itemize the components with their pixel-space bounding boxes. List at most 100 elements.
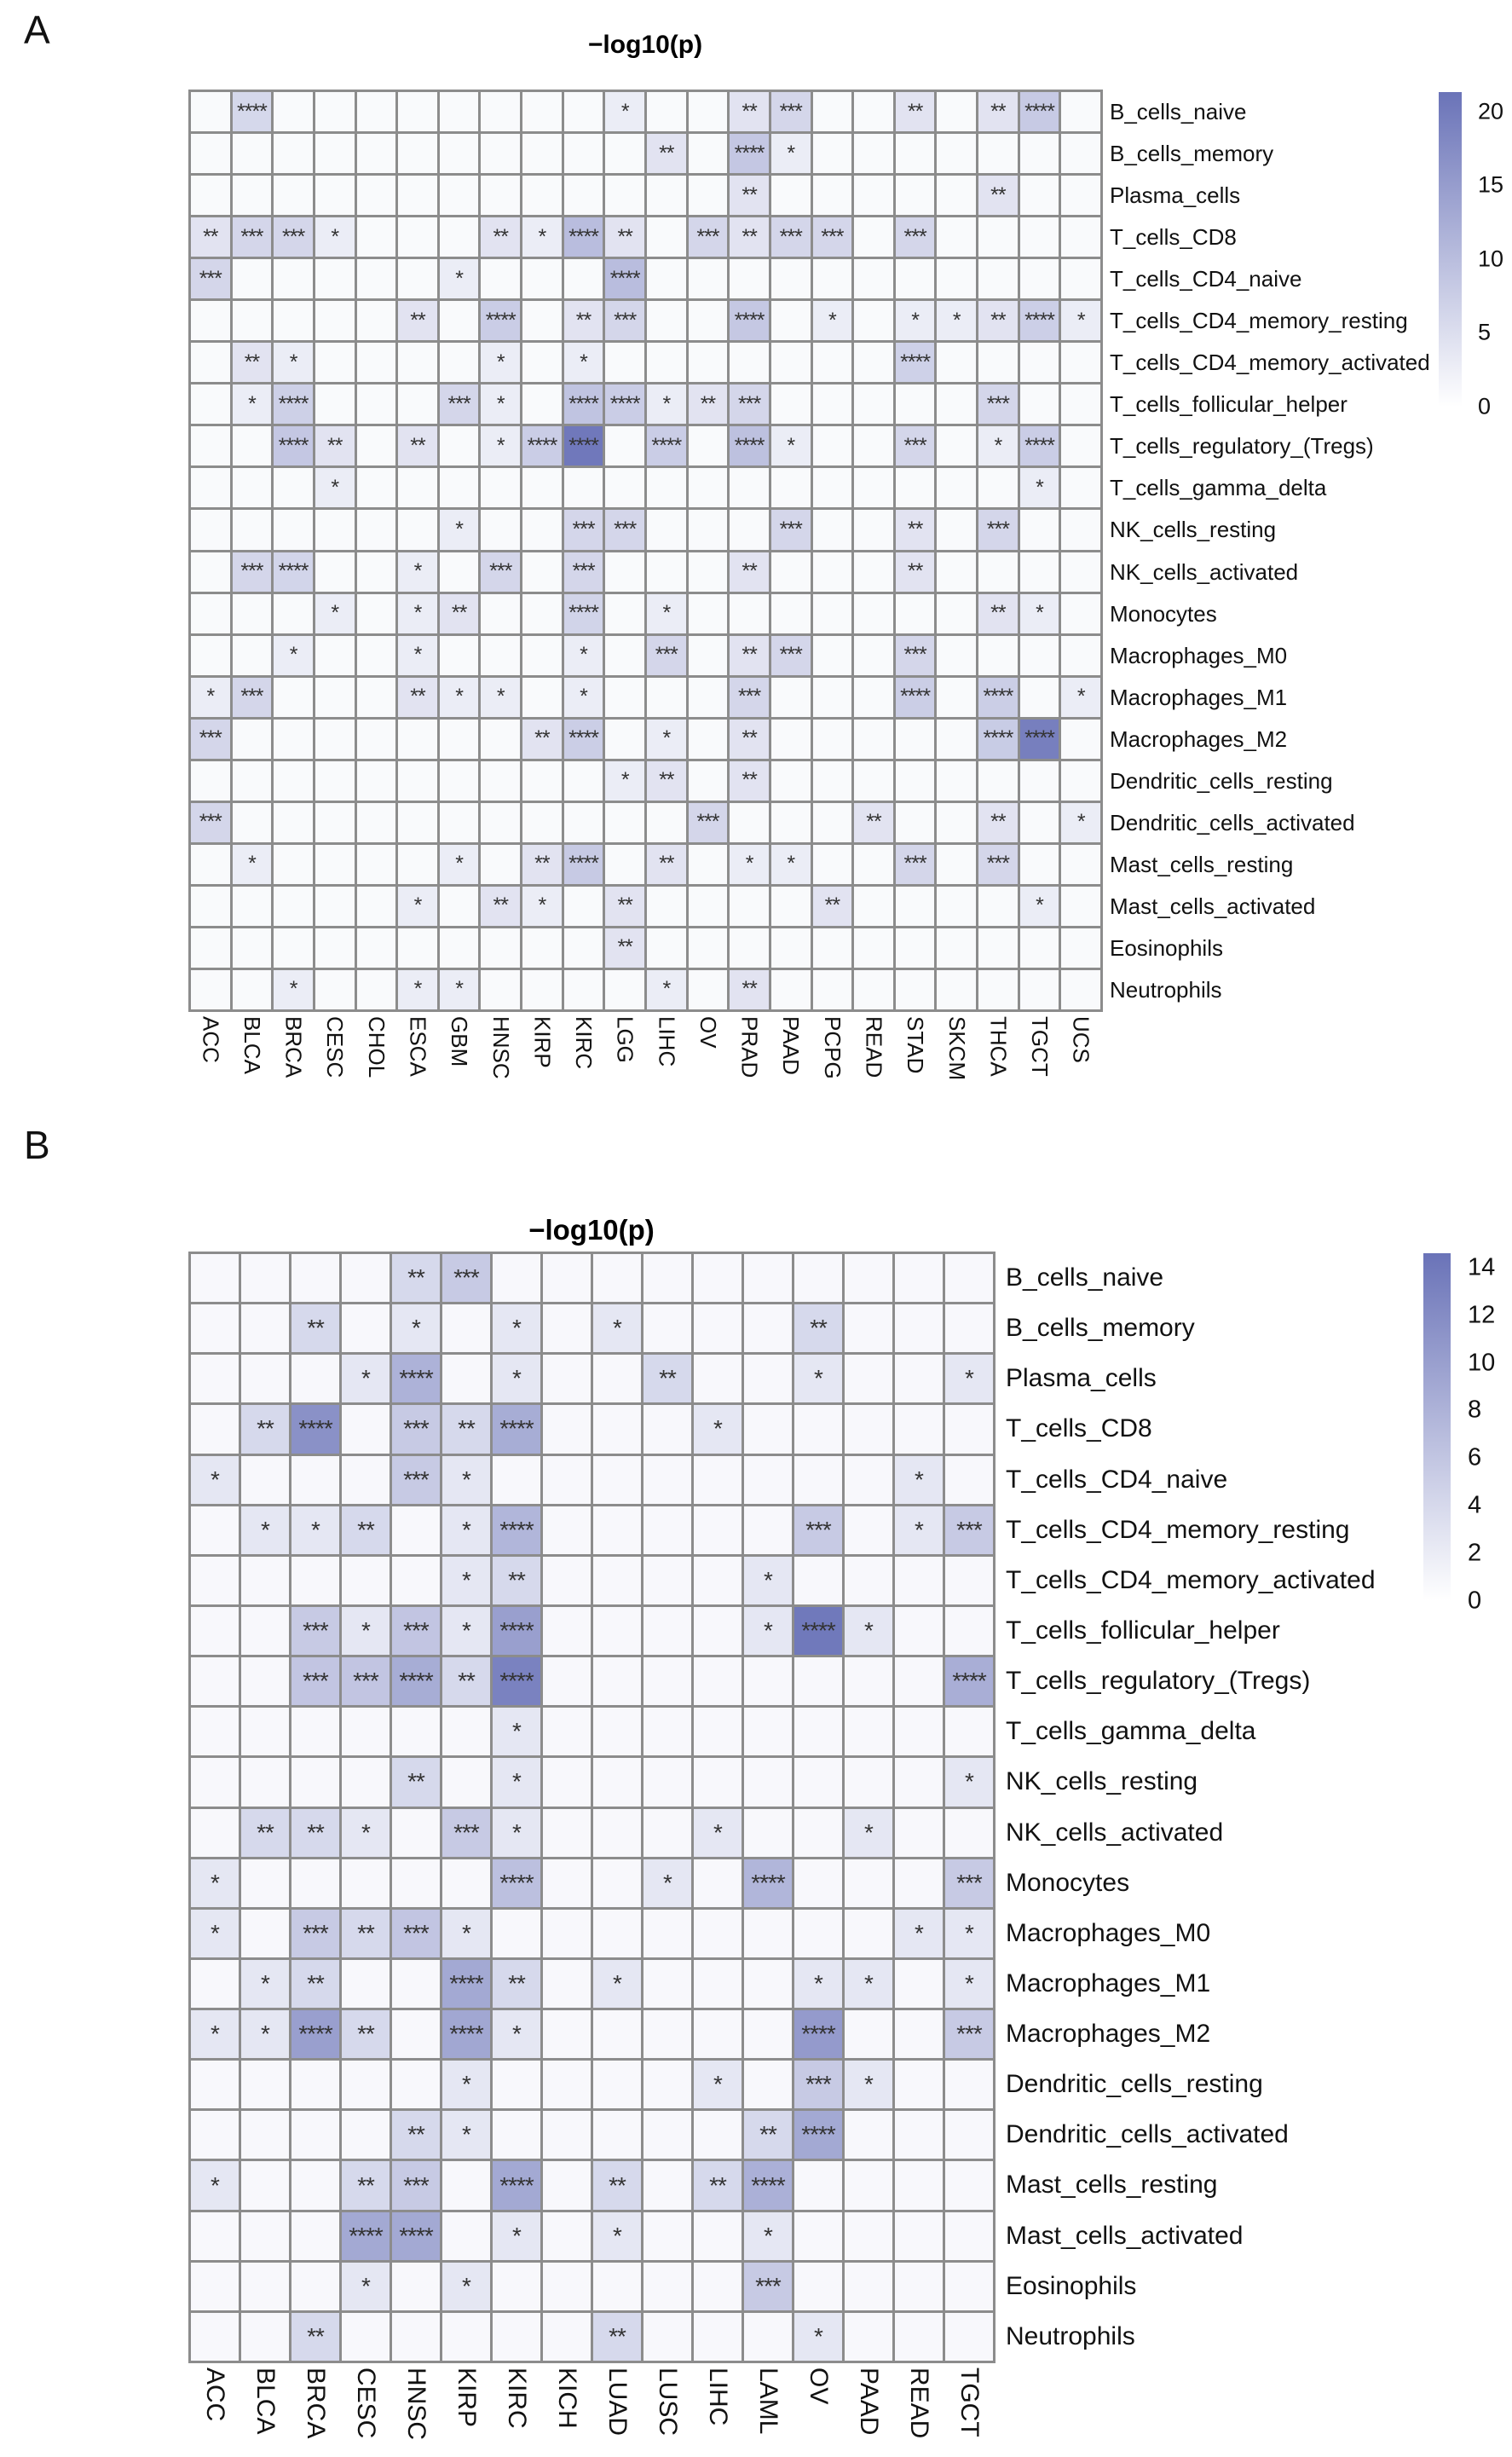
heatmap-cell — [688, 343, 728, 383]
heatmap-cell — [605, 677, 644, 717]
heatmap-cell — [688, 301, 728, 341]
significance-stars: ** — [709, 2171, 727, 2199]
heatmap-cell — [854, 426, 893, 466]
heatmap-cell — [854, 928, 893, 968]
significance-stars: * — [211, 2021, 220, 2048]
significance-stars: * — [512, 1365, 522, 1392]
heatmap-cell — [593, 1556, 641, 1604]
heatmap-cell — [241, 1556, 289, 1604]
significance-stars: * — [455, 517, 464, 541]
col-label: LGG — [612, 1016, 638, 1063]
heatmap-cell — [845, 2111, 892, 2159]
heatmap-cell — [493, 2262, 540, 2310]
significance-stars: * — [538, 224, 547, 249]
significance-stars: *** — [986, 391, 1010, 416]
heatmap-cell — [945, 2211, 993, 2260]
heatmap-cell — [1019, 969, 1059, 1009]
heatmap-cell: * — [895, 1506, 943, 1554]
heatmap-cell — [191, 928, 230, 968]
heatmap-cell — [845, 2211, 892, 2260]
significance-stars: * — [864, 2071, 874, 2098]
heatmap-cell: * — [398, 886, 437, 926]
heatmap-cell: *** — [895, 635, 935, 675]
heatmap-cell: * — [241, 1959, 289, 2009]
heatmap-cell — [812, 677, 852, 717]
heatmap-cell — [522, 343, 562, 383]
significance-stars: **** — [298, 2021, 333, 2048]
heatmap-cell — [744, 1405, 792, 1454]
significance-stars: ** — [257, 1415, 274, 1442]
heatmap-cell — [342, 2061, 390, 2109]
heatmap-cell — [730, 886, 769, 926]
heatmap-cell: **** — [392, 2211, 440, 2260]
heatmap-cell — [744, 2061, 792, 2109]
significance-stars: *** — [779, 643, 803, 668]
heatmap-cell — [605, 969, 644, 1009]
heatmap-cell — [241, 1606, 289, 1656]
row-label: Dendritic_cells_activated — [1110, 809, 1355, 835]
heatmap-cell — [945, 1254, 993, 1303]
col-label: CESC — [352, 2367, 380, 2439]
heatmap-cell: * — [812, 301, 852, 341]
heatmap-cell — [1061, 844, 1100, 884]
heatmap-cell — [937, 468, 977, 508]
heatmap-cell — [688, 844, 728, 884]
significance-stars: * — [289, 643, 298, 668]
significance-stars: * — [965, 1919, 974, 1946]
heatmap-cell — [895, 2161, 943, 2210]
panel-a-title: −log10(p) — [587, 31, 703, 59]
heatmap-cell: ** — [730, 719, 769, 759]
significance-stars: * — [1076, 810, 1086, 835]
heatmap-cell — [895, 176, 935, 216]
heatmap-cell — [744, 1304, 792, 1353]
heatmap-cell — [694, 2010, 742, 2059]
significance-stars: *** — [737, 391, 761, 416]
significance-stars: ** — [307, 1969, 325, 1997]
heatmap-cell — [854, 593, 893, 633]
significance-stars: **** — [399, 2222, 434, 2249]
heatmap-cell — [398, 217, 437, 257]
colorbar-tick-label: 6 — [1468, 1443, 1482, 1471]
heatmap-cell — [643, 1405, 691, 1454]
heatmap-cell — [605, 468, 644, 508]
heatmap-cell — [1019, 217, 1059, 257]
significance-stars: ** — [617, 935, 632, 960]
significance-stars: **** — [751, 2171, 786, 2199]
heatmap-cell: ** — [342, 2010, 390, 2059]
heatmap-cell — [895, 1304, 943, 1353]
heatmap-cell — [845, 1909, 892, 1957]
heatmap-cell: *** — [770, 510, 811, 550]
heatmap-cell — [543, 1304, 591, 1353]
heatmap-cell — [812, 426, 852, 466]
heatmap-cell: * — [1019, 886, 1059, 926]
significance-stars: * — [620, 99, 630, 124]
heatmap-cell: *** — [442, 1254, 490, 1303]
col-label: CHOL — [363, 1016, 390, 1078]
heatmap-cell — [241, 1304, 289, 1353]
heatmap-cell — [945, 1304, 993, 1353]
heatmap-cell — [845, 1657, 892, 1706]
heatmap-cell: * — [442, 1909, 490, 1957]
heatmap-cell — [1019, 510, 1059, 550]
heatmap-cell: * — [770, 426, 811, 466]
heatmap-cell — [694, 1304, 742, 1353]
heatmap-cell — [543, 2262, 591, 2310]
row-label: Dendritic_cells_resting — [1110, 767, 1333, 794]
heatmap-cell — [543, 1355, 591, 1403]
significance-stars: **** — [801, 2021, 836, 2048]
heatmap-cell — [1019, 760, 1059, 801]
heatmap-cell — [291, 2262, 339, 2310]
significance-stars: ** — [357, 2171, 375, 2199]
heatmap-cell — [392, 2061, 440, 2109]
significance-stars: **** — [499, 2171, 534, 2199]
significance-stars: ** — [326, 433, 343, 458]
heatmap-cell — [854, 176, 893, 216]
heatmap-cell — [978, 928, 1018, 968]
heatmap-cell — [241, 1708, 289, 1756]
heatmap-cell: * — [493, 2010, 540, 2059]
heatmap-cell — [694, 1254, 742, 1303]
significance-stars: ** — [824, 893, 840, 918]
col-label: PRAD — [736, 1016, 763, 1078]
heatmap-cell — [522, 677, 562, 717]
heatmap-cell — [845, 1304, 892, 1353]
